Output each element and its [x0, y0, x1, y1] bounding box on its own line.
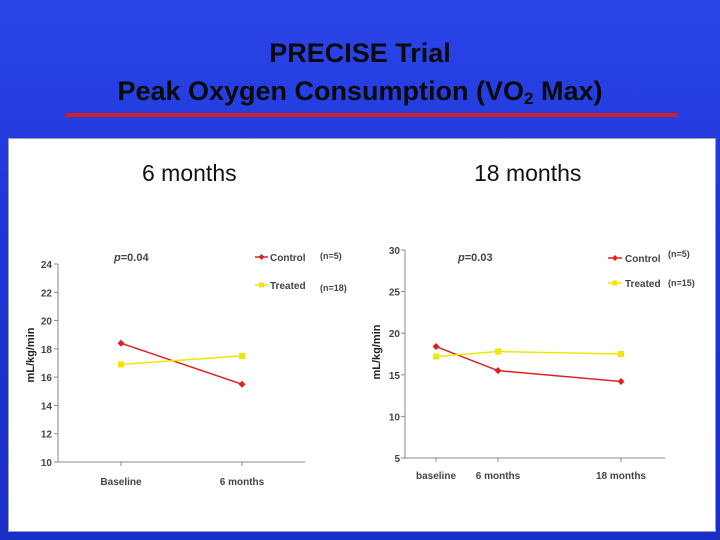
- chart1-y-tick-label: 20: [41, 317, 53, 328]
- chart1-legend-control-marker: [258, 254, 265, 260]
- chart2-control-point: [617, 377, 625, 385]
- chart2-y-tick-label: 25: [389, 288, 401, 299]
- chart1-p-symbol: p: [113, 252, 121, 264]
- chart2-legend-control-n: (n=5): [668, 249, 690, 259]
- chart2-y-axis-title: mL/kg/min: [371, 324, 383, 379]
- title-line-2-prefix: Peak Oxygen Consumption (VO: [117, 76, 525, 106]
- slide-title: PRECISE Trial Peak Oxygen Consumption (V…: [0, 34, 720, 118]
- chart2-y-tick-label: 30: [389, 246, 401, 257]
- chart1-legend-treated-label: Treated: [270, 281, 306, 292]
- chart2-legend-treated-marker: [612, 280, 618, 286]
- chart2-legend-treated-label: Treated: [625, 279, 661, 290]
- chart1-legend-control-n: (n=5): [320, 251, 342, 261]
- chart2-y-tick-label: 15: [389, 371, 401, 382]
- subtitle-6-months: 6 months: [142, 160, 237, 186]
- chart1-x-tick-label: Baseline: [100, 477, 142, 488]
- chart2-treated-point: [495, 348, 501, 355]
- chart2-series-treated-line: [435, 350, 622, 358]
- chart2-control-point: [432, 343, 440, 351]
- chart1-x-tick-label: 6 months: [220, 477, 265, 488]
- title-line-2: Peak Oxygen Consumption (VO2 Max): [0, 72, 720, 118]
- chart2-y-tick-label: 5: [394, 454, 400, 465]
- chart1-control-point: [117, 339, 125, 347]
- chart2-p-symbol: p: [457, 252, 465, 264]
- chart1-legend-control-label: Control: [270, 253, 306, 264]
- chart2-x-tick-label: 6 months: [476, 471, 521, 482]
- chart2-legend-treated-n: (n=15): [668, 278, 695, 288]
- chart2-treated-point: [618, 351, 624, 357]
- chart1-y-tick-label: 16: [41, 373, 53, 384]
- chart2-legend-control-label: Control: [625, 254, 661, 265]
- chart1-legend-treated-marker: [259, 282, 264, 288]
- subtitle-18-months: 18 months: [474, 160, 582, 186]
- chart1-y-tick-label: 22: [41, 288, 53, 299]
- title-underline: [66, 113, 678, 117]
- chart1-y-tick-label: 24: [41, 260, 53, 271]
- chart1-treated-point: [239, 352, 245, 359]
- chart2-p-value: p=0.03: [457, 252, 493, 264]
- title-line-2-suffix: Max): [533, 76, 603, 106]
- chart1-p-number: =0.04: [121, 252, 150, 264]
- chart1-y-tick-label: 12: [41, 430, 53, 441]
- chart1-treated-point: [118, 361, 124, 368]
- title-subscript: 2: [524, 89, 534, 108]
- chart1-legend-treated-n: (n=18): [320, 283, 347, 293]
- chart1-y-tick-label: 10: [41, 458, 53, 469]
- chart2-x-tick-label: 18 months: [596, 471, 646, 482]
- chart1-series-treated-line: [120, 355, 243, 366]
- chart2-legend-control-marker: [612, 255, 618, 261]
- title-line-1: PRECISE Trial: [269, 38, 451, 68]
- chart1-p-value: p=0.04: [113, 252, 149, 264]
- chart1-y-tick-label: 18: [41, 345, 53, 356]
- chart1-control-point: [238, 380, 246, 388]
- chart1-series-control-line: [120, 342, 243, 385]
- chart2-p-number: =0.03: [465, 252, 493, 264]
- chart2-control-point: [494, 367, 502, 375]
- chart1-y-axis-title: mL/kg/min: [25, 327, 37, 382]
- chart2-y-tick-label: 10: [389, 412, 401, 423]
- chart1-y-tick-label: 14: [41, 401, 53, 412]
- chart2-treated-point: [433, 353, 439, 360]
- chart2-y-tick-label: 20: [389, 329, 401, 340]
- chart-panel: [8, 138, 716, 532]
- chart2-x-tick-label: baseline: [416, 471, 456, 482]
